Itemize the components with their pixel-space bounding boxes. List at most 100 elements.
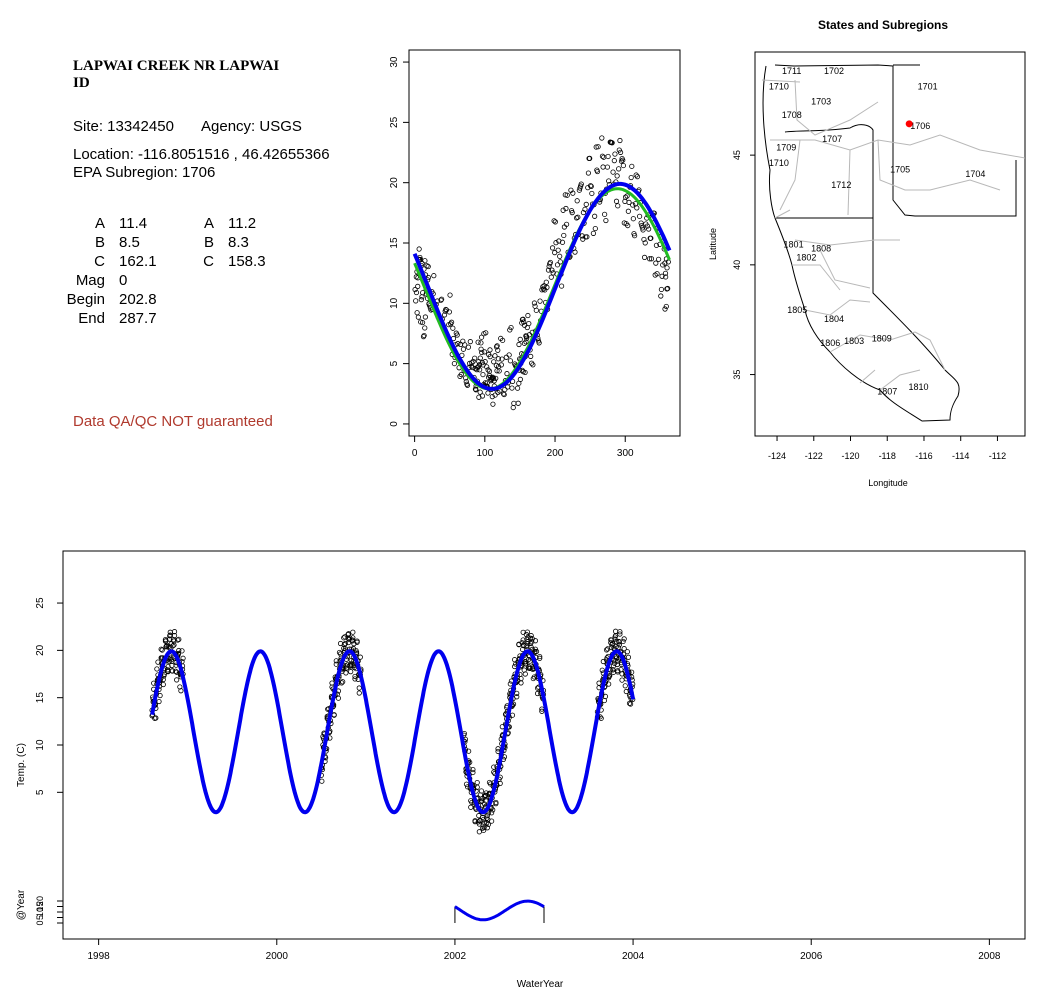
data-point <box>638 220 644 226</box>
data-point <box>422 325 428 331</box>
data-point <box>587 183 594 189</box>
x-tick-label: 200 <box>547 448 564 459</box>
data-point <box>662 270 669 276</box>
data-point <box>481 349 488 355</box>
data-point <box>451 360 457 367</box>
param-right-value: 8.3 <box>228 234 249 251</box>
agency-label: Agency: USGS <box>201 118 302 135</box>
data-point <box>629 163 635 169</box>
data-point <box>157 692 163 699</box>
data-point <box>474 366 480 373</box>
data-point <box>352 676 358 682</box>
y-tick-label-lower: 5 <box>35 915 45 920</box>
data-point <box>585 170 592 176</box>
data-point <box>353 649 360 655</box>
data-point <box>504 371 510 377</box>
data-point <box>176 647 182 654</box>
data-point <box>545 267 552 273</box>
data-point <box>477 389 483 395</box>
x-tick-label: -116 <box>915 451 932 461</box>
data-point <box>590 230 596 236</box>
x-tick-label: 2008 <box>978 951 1001 962</box>
data-point <box>515 400 521 406</box>
data-point <box>646 226 652 232</box>
data-point <box>617 137 623 144</box>
data-point <box>636 213 643 219</box>
subregion-label: 1805 <box>787 305 807 315</box>
data-point <box>624 193 630 199</box>
data-point <box>447 292 453 298</box>
data-point <box>610 667 616 673</box>
y-tick-label-lower: 20 <box>35 896 45 906</box>
y-tick-label: 30 <box>389 56 400 68</box>
data-point <box>485 821 492 828</box>
data-point <box>572 249 578 255</box>
data-point <box>356 685 362 691</box>
subregion-label: 1807 <box>877 386 897 396</box>
data-point <box>523 339 529 345</box>
data-point <box>528 353 534 359</box>
data-point <box>646 256 653 262</box>
data-point <box>564 192 570 198</box>
x-tick-label: 2004 <box>622 951 645 962</box>
data-point <box>462 342 468 348</box>
data-point <box>599 153 606 159</box>
data-point <box>497 780 503 786</box>
data-point <box>653 260 659 266</box>
data-point <box>422 258 428 264</box>
data-point <box>533 648 540 655</box>
data-point <box>599 667 605 673</box>
data-point <box>614 173 620 179</box>
data-point <box>413 298 419 304</box>
time-series-fit-line <box>150 649 636 815</box>
x-tick-label: 0 <box>412 448 418 459</box>
data-point <box>466 748 472 754</box>
data-point <box>516 641 522 647</box>
data-point <box>622 683 628 689</box>
data-point <box>604 164 611 170</box>
data-point <box>626 700 633 706</box>
data-point <box>520 637 526 643</box>
data-point <box>151 680 157 686</box>
data-point <box>633 172 639 178</box>
data-point <box>580 209 587 216</box>
y-tick-label: 5 <box>35 789 46 795</box>
data-point <box>648 256 655 262</box>
data-point <box>413 289 420 296</box>
data-point <box>622 194 629 200</box>
data-point <box>598 715 604 721</box>
data-point <box>664 265 670 271</box>
subregion-label: 1704 <box>965 169 985 179</box>
data-point <box>514 694 520 700</box>
data-point <box>603 647 610 653</box>
data-point <box>570 190 576 196</box>
data-point <box>617 631 623 637</box>
data-point <box>634 174 641 180</box>
data-point <box>589 190 595 197</box>
data-point <box>484 364 490 370</box>
param-right-label: A <box>203 215 214 232</box>
data-point <box>350 629 356 635</box>
data-point <box>424 263 430 269</box>
time-series-x-axis: 1998 2000 2002 2004 2006 2008 <box>88 939 1001 962</box>
data-point <box>593 144 599 150</box>
y-tick-label: 20 <box>35 644 46 656</box>
data-point <box>626 199 632 205</box>
data-point <box>630 202 636 208</box>
data-point <box>502 386 508 393</box>
data-point <box>607 673 613 679</box>
data-point <box>605 153 611 160</box>
data-point <box>594 168 601 175</box>
data-point <box>641 254 648 260</box>
data-point <box>336 649 343 656</box>
data-point <box>641 236 647 243</box>
data-point <box>634 205 640 211</box>
data-point <box>469 360 475 366</box>
data-point <box>340 679 346 685</box>
time-series-ylabel: Temp. (C) <box>16 743 27 787</box>
data-point <box>509 385 515 391</box>
fit-curve <box>412 181 672 391</box>
y-tick-label: 15 <box>389 237 400 249</box>
data-point <box>481 824 487 831</box>
data-point <box>625 654 632 660</box>
